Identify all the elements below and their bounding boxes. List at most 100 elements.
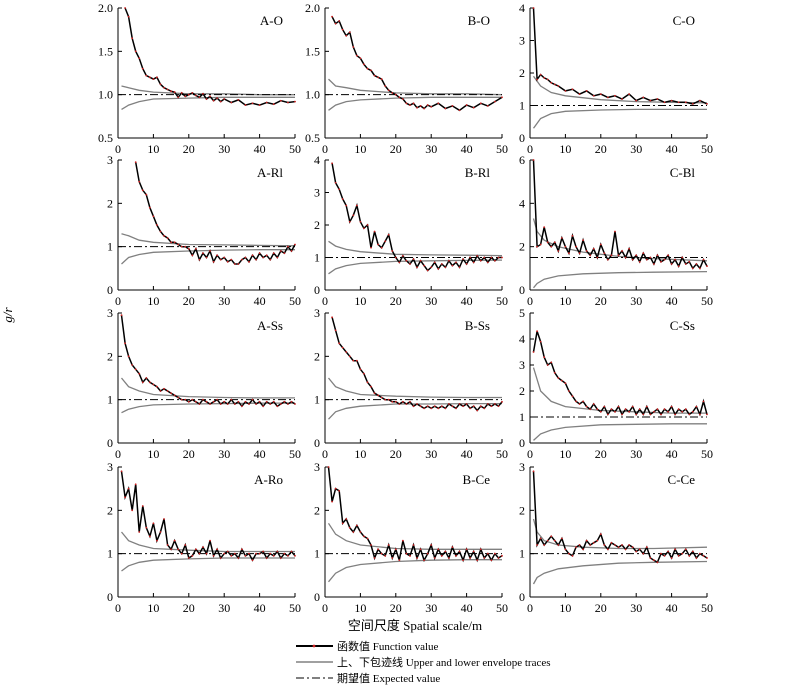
function-value-point <box>373 74 376 77</box>
function-value-point <box>248 403 250 405</box>
function-value-point <box>202 252 204 255</box>
function-value-point <box>451 264 454 267</box>
function-value-point <box>187 400 190 403</box>
function-value-point <box>166 237 169 239</box>
function-value-point <box>691 267 694 270</box>
function-value-point <box>124 342 126 345</box>
function-value-point <box>430 544 433 546</box>
y-tick-label: 1.0 <box>305 88 320 102</box>
function-value-point <box>465 104 468 106</box>
function-value-point <box>180 245 183 248</box>
function-value-point <box>276 256 279 259</box>
function-value-point <box>638 260 641 263</box>
x-tick-label: 0 <box>322 601 328 615</box>
function-value-point <box>691 410 694 413</box>
function-value-point <box>546 78 549 81</box>
function-value-point <box>706 413 708 416</box>
function-value-point <box>430 407 433 410</box>
lower-envelope-line <box>121 96 295 110</box>
y-tick-label: 1 <box>314 251 320 265</box>
lower-envelope-line <box>121 249 295 265</box>
function-value-point <box>624 408 627 411</box>
function-value-point <box>656 408 659 411</box>
function-value-point <box>401 400 404 403</box>
function-value-point <box>251 398 254 401</box>
x-tick-label: 10 <box>147 601 159 615</box>
function-value-point <box>589 254 592 257</box>
function-value-point <box>287 554 289 557</box>
function-value-point <box>237 400 240 403</box>
function-value-point <box>233 263 236 265</box>
upper-envelope-line <box>327 522 502 550</box>
function-value-point <box>262 550 265 553</box>
function-value-point <box>430 105 433 108</box>
function-value-point <box>198 258 201 261</box>
function-value-point <box>645 546 648 549</box>
function-value-point <box>699 267 701 270</box>
function-value-point <box>170 392 173 395</box>
function-value-point <box>345 351 348 353</box>
function-value-point <box>341 28 344 31</box>
function-value-point <box>557 85 560 87</box>
function-value-point <box>539 73 542 76</box>
function-value-point <box>699 413 701 416</box>
function-value-point <box>230 398 233 401</box>
y-tick-label: 1 <box>314 393 320 407</box>
x-tick-label: 0 <box>115 294 121 308</box>
legend-swatch-marker <box>312 644 316 648</box>
x-axis-label: 空间尺度 Spatial scale/m <box>348 618 482 633</box>
function-value-point <box>585 405 588 408</box>
function-value-point <box>684 548 687 551</box>
function-value-point <box>180 92 183 94</box>
function-value-point <box>433 261 436 264</box>
function-value-point <box>564 382 567 385</box>
panel-title: B-O <box>468 13 490 28</box>
function-value-point <box>660 260 662 263</box>
function-value-point <box>134 483 137 486</box>
upper-envelope-line <box>328 240 503 257</box>
function-value-point <box>571 395 574 398</box>
function-value-point <box>184 544 187 546</box>
panel-title: A-Ro <box>254 472 283 487</box>
function-value-point <box>198 96 201 99</box>
x-tick-label: 10 <box>147 294 159 308</box>
x-tick-label: 30 <box>425 447 437 461</box>
function-value-point <box>387 233 390 236</box>
function-value-point <box>628 247 631 250</box>
function-value-point <box>557 377 560 379</box>
function-value-point <box>653 559 655 562</box>
function-value-point <box>262 405 265 408</box>
function-value-point <box>216 398 219 401</box>
function-value-line <box>327 466 503 563</box>
function-value-point <box>334 329 337 332</box>
y-tick-label: 3 <box>314 186 320 200</box>
function-value-point <box>394 400 397 403</box>
upper-envelope-line <box>532 218 708 262</box>
function-value-point <box>255 258 257 261</box>
function-value-point <box>359 220 362 223</box>
function-value-point <box>606 548 609 551</box>
x-tick-label: 0 <box>115 601 121 615</box>
function-value-point <box>373 392 376 395</box>
function-value-point <box>578 403 581 405</box>
y-tick-label: 0 <box>519 436 525 450</box>
y-tick-label: 1 <box>107 240 113 254</box>
function-value-point <box>444 107 447 110</box>
function-value-point <box>455 554 457 557</box>
function-value-point <box>156 224 158 226</box>
function-value-point <box>423 107 426 110</box>
function-value-point <box>440 405 443 408</box>
y-tick-label: 1 <box>314 547 320 561</box>
function-value-point <box>476 559 479 562</box>
function-value-point <box>592 94 595 97</box>
x-tick-label: 0 <box>322 447 328 461</box>
x-tick-label: 50 <box>701 601 713 615</box>
function-value-point <box>416 557 418 559</box>
function-value-point <box>401 539 404 542</box>
function-value-point <box>695 405 698 408</box>
y-tick-label: 3 <box>519 34 525 48</box>
